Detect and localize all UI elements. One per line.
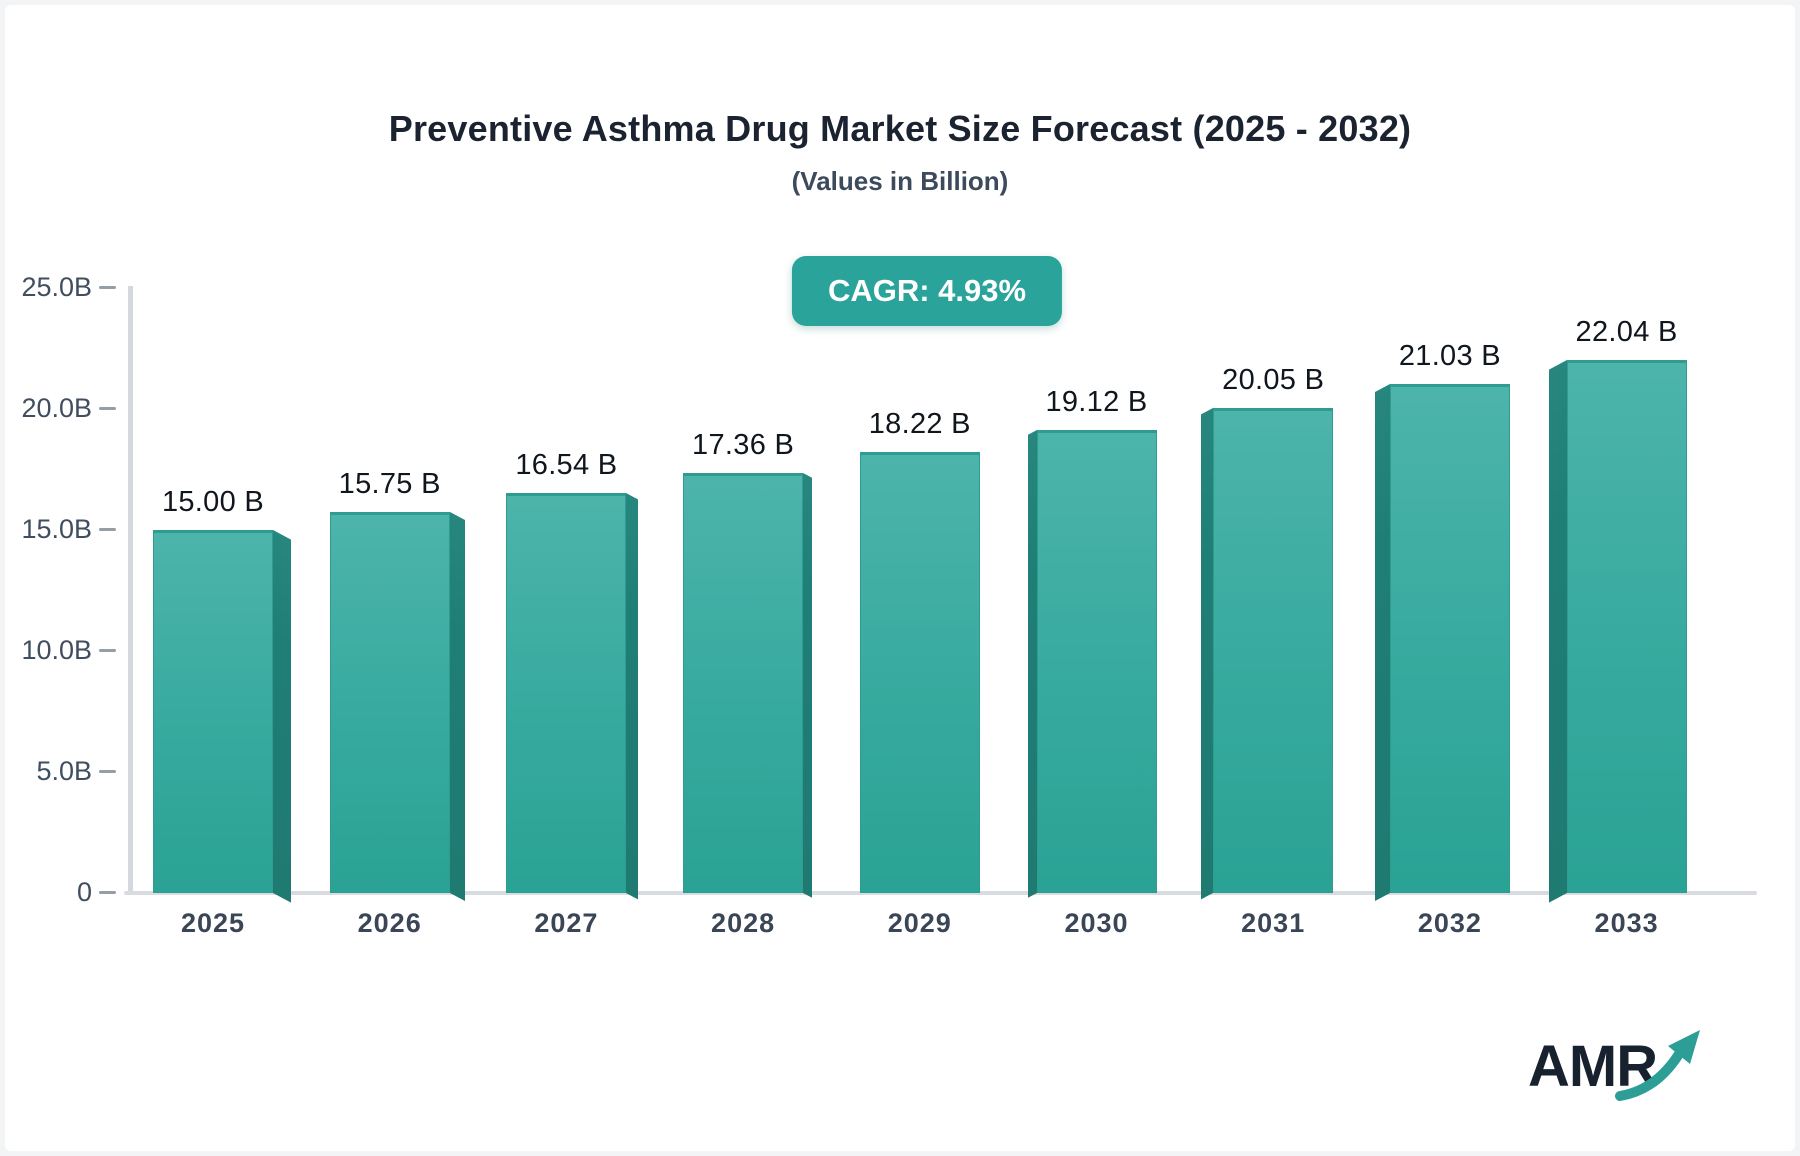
bar-value-label: 19.12 B [1045,386,1148,418]
bar-value-label: 17.36 B [692,429,795,461]
y-tick-label: 20.0B [21,393,92,423]
x-axis-label-2028: 2028 [711,908,776,938]
y-tick-mark [99,891,116,894]
bar-value-label: 20.05 B [1222,364,1325,396]
cagr-badge: CAGR: 4.93% [791,256,1063,326]
bar-2031[interactable] [1213,408,1333,893]
x-axis-label-2033: 2033 [1594,908,1659,938]
bar-2032[interactable] [1390,384,1510,893]
bar-2027[interactable] [506,493,626,893]
bar-side-face-2027 [626,493,638,900]
chart-subtitle: (Values in Billion) [791,166,1009,196]
bar-value-label: 21.03 B [1398,340,1501,372]
y-tick-mark [99,528,116,531]
bar-side-face-2025 [273,530,291,903]
y-tick-label: 0 [76,877,92,907]
y-tick-mark [99,286,116,289]
y-tick-label: 5.0B [36,756,92,786]
x-axis-label-2031: 2031 [1241,908,1306,938]
amr-logo-arrow-head [1668,1030,1700,1064]
bar-2033[interactable] [1567,360,1687,893]
bar-2025[interactable] [153,530,273,893]
x-axis-label-2026: 2026 [357,908,422,938]
bar-value-label: 22.04 B [1575,316,1678,348]
chart-title: Preventive Asthma Drug Market Size Forec… [388,108,1412,149]
bar-2029[interactable] [860,452,980,893]
y-tick-mark [99,649,116,652]
bar-value-label: 16.54 B [515,449,618,481]
y-tick-mark [99,770,116,773]
bar-side-face-2033 [1549,360,1567,903]
amr-logo: AMR [1528,1030,1700,1101]
y-tick-label: 25.0B [21,272,92,302]
y-tick-label: 10.0B [21,635,92,665]
bar-2028[interactable] [683,473,803,893]
bar-value-label: 15.00 B [161,486,265,518]
x-axis-label-2032: 2032 [1417,908,1482,938]
bar-side-face-2026 [450,512,465,901]
y-axis-line [128,286,133,895]
bar-value-label: 18.22 B [868,408,971,440]
x-axis-label-2025: 2025 [180,908,246,938]
bar-2026[interactable] [330,512,450,893]
bar-side-face-2030 [1028,430,1037,898]
x-axis-label-2029: 2029 [887,908,952,938]
bar-value-label: 15.75 B [338,468,441,500]
x-axis-line [124,891,1757,895]
bar-side-face-2028 [803,473,812,898]
y-tick-label: 15.0B [21,514,92,544]
bar-2030[interactable] [1037,430,1157,893]
bar-side-face-2032 [1375,384,1390,901]
amr-logo-arrow-swoosh [1615,1049,1684,1101]
x-axis-label-2030: 2030 [1064,908,1129,938]
x-axis-label-2027: 2027 [534,908,599,938]
bar-side-face-2031 [1201,408,1213,900]
y-tick-mark [99,407,116,410]
